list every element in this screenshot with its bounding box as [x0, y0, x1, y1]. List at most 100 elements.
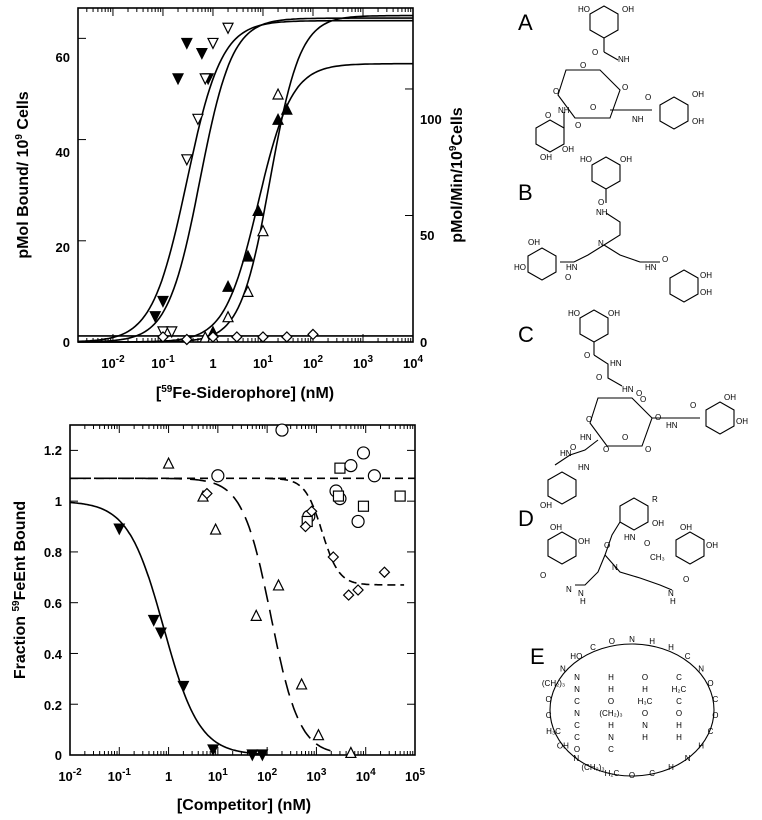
- atom-label: O: [644, 539, 650, 548]
- fit-curve: [267, 477, 405, 586]
- data-point-open-triangle-down: [199, 73, 212, 86]
- bottom-plot-frame: [69, 424, 416, 756]
- data-point-open-diamond: [180, 333, 193, 346]
- atom-label: N: [668, 589, 674, 598]
- atom-label: O: [622, 433, 628, 442]
- data-point-filled-triangle-down: [172, 73, 184, 86]
- atom-label: C: [708, 727, 714, 736]
- top-y-tick-label: 20: [56, 240, 70, 255]
- atom-label: C: [676, 673, 682, 682]
- top-y2-tick-label: 0: [420, 335, 427, 350]
- top-x-tick-label-exp: 3: [367, 354, 373, 365]
- data-point-open-square: [394, 490, 406, 502]
- atom-label: N: [574, 685, 580, 694]
- data-point-open-triangle-up: [209, 522, 222, 535]
- atom-label: O: [609, 637, 615, 646]
- atom-label: OH: [724, 393, 736, 402]
- data-point-filled-triangle-up: [252, 204, 265, 217]
- data-point-open-diamond: [201, 487, 213, 500]
- atom-label: OH: [562, 145, 574, 154]
- atom-label: OH: [680, 523, 692, 532]
- atom-label: N: [573, 754, 579, 763]
- atom-label: C: [608, 745, 614, 754]
- bottom-x-tick-label-exp: 3: [321, 767, 327, 778]
- fit-curve: [77, 19, 413, 343]
- top-x-tick-label: 103: [353, 354, 373, 371]
- data-point-open-triangle-up: [312, 728, 325, 741]
- data-point-open-square: [357, 500, 370, 512]
- atom-label: H₃C: [546, 727, 561, 736]
- atom-label: HN: [566, 263, 578, 272]
- atom-label: O: [622, 83, 628, 92]
- atom-label: HO: [568, 309, 580, 318]
- data-point-filled-triangle-down: [256, 749, 269, 762]
- atom-label: C: [574, 733, 580, 742]
- atom-label: C: [574, 721, 580, 730]
- data-point-open-circle: [367, 469, 381, 483]
- data-point-open-circle: [344, 459, 358, 473]
- atom-label: H₂C: [605, 769, 620, 778]
- structure-e-atom-labels: N HHCNOCOCHNHCOH₂C(CH₂)₃NOHH₃CCO(CH₂)₃NHO…: [542, 635, 719, 780]
- top-x-axis-title: [59Fe-Siderophore] (nM): [156, 384, 334, 402]
- bottom-x-tick-label-exp: -2: [73, 767, 82, 778]
- top-fit-curves: [77, 14, 413, 343]
- atom-label: OH: [652, 519, 664, 528]
- bottom-x-tick-label: 105: [405, 767, 425, 784]
- atom-label: N: [612, 563, 618, 572]
- bottom-x-tick-label-exp: 4: [370, 767, 376, 778]
- bottom-x-tick-label: 102: [257, 767, 277, 784]
- atom-label: N: [598, 239, 604, 248]
- structure-c-drawing: [547, 309, 735, 505]
- atom-label: OH: [736, 417, 748, 426]
- data-point-open-triangle-down: [165, 326, 178, 339]
- atom-label: O: [596, 373, 602, 382]
- atom-label: H: [608, 685, 614, 694]
- atom-label: O: [662, 255, 668, 264]
- atom-label: OH: [608, 309, 620, 318]
- bottom-y-tick-label: 1: [55, 494, 62, 509]
- bottom-x-tick-label-base: 10: [306, 769, 320, 784]
- data-point-filled-triangle-down: [147, 614, 160, 627]
- data-point-open-square: [332, 490, 345, 502]
- atom-label: N: [698, 664, 704, 673]
- atom-label: C: [685, 652, 691, 661]
- data-point-open-diamond: [157, 331, 169, 343]
- data-point-open-diamond: [305, 505, 318, 518]
- atom-label: NH: [596, 208, 608, 217]
- atom-label: N: [566, 585, 572, 594]
- bottom-x-tick-label-exp: 5: [419, 767, 425, 778]
- atom-label: N: [574, 709, 580, 718]
- atom-label: OH: [578, 537, 590, 546]
- atom-label: OH: [700, 288, 712, 297]
- top-x-tick-label-base: 1: [209, 356, 216, 371]
- structure-b-drawing: [527, 156, 699, 303]
- bottom-y-tick-label: 0.4: [44, 647, 63, 662]
- top-y2-axis-title: pMol/Min/109Cells: [448, 107, 466, 242]
- data-point-filled-triangle-down: [149, 311, 162, 324]
- atom-label: OH: [700, 271, 712, 280]
- atom-label: OH: [692, 117, 704, 126]
- atom-label: HO: [514, 263, 526, 272]
- bottom-chart: 10-2 10-1 1 101 102 103 104 105 0 0.2 0.4 0.6 0…: [11, 423, 425, 814]
- atom-label: (CH₂)₃: [599, 709, 622, 718]
- atom-label: O: [707, 679, 713, 688]
- atom-label: HO: [578, 5, 590, 14]
- atom-label: H: [676, 721, 682, 730]
- atom-label: O: [586, 415, 592, 424]
- atom-label: O: [580, 61, 586, 70]
- data-point-filled-triangle-down: [177, 680, 190, 693]
- fit-curve: [78, 14, 413, 343]
- atom-label: HO: [580, 155, 592, 164]
- atom-label: O: [636, 389, 642, 398]
- structure-d-drawing: [547, 497, 705, 591]
- atom-label: O: [570, 443, 576, 452]
- bottom-y-axis-title: Fraction 59FeEnt Bound: [11, 501, 29, 679]
- top-x-tick-label-exp: -2: [116, 354, 125, 365]
- bottom-data-points: [113, 423, 406, 762]
- data-point-open-circle: [356, 446, 371, 460]
- atom-label: H: [608, 721, 614, 730]
- data-point-open-triangle-down: [206, 37, 219, 50]
- bottom-x-tick-label-base: 10: [208, 769, 222, 784]
- data-point-open-triangle-up: [344, 746, 357, 759]
- top-x-tick-label-exp: 1: [267, 354, 273, 365]
